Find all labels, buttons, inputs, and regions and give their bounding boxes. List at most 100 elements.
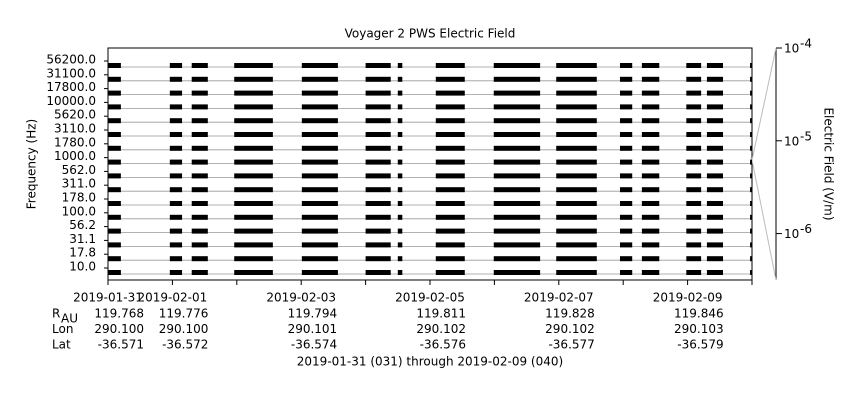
coverage-segment: [641, 132, 660, 137]
coverage-segment: [301, 256, 338, 262]
ephemeris-label: R: [52, 307, 60, 321]
coverage-segment: [619, 228, 633, 234]
coverage-segment: [706, 118, 724, 124]
coverage-segment: [706, 214, 724, 220]
coverage-segment: [750, 173, 752, 179]
coverage-segment: [301, 90, 338, 96]
coverage-segment: [169, 270, 183, 275]
y-axis-label: Frequency (Hz): [25, 119, 39, 210]
ephemeris-value: -36.577: [548, 338, 594, 352]
coverage-segment: [556, 63, 597, 68]
coverage-segment: [191, 201, 208, 206]
coverage-segment: [641, 159, 660, 165]
coverage-segment: [234, 214, 273, 220]
coverage-segment: [234, 159, 273, 165]
coverage-segment: [191, 132, 208, 137]
coverage-segment: [619, 214, 633, 220]
coverage-segment: [686, 228, 702, 234]
coverage-segment: [234, 132, 273, 137]
coverage-segment: [234, 228, 273, 234]
coverage-segment: [556, 159, 597, 165]
coverage-segment: [397, 104, 403, 110]
coverage-segment: [191, 187, 208, 193]
y-tick-label: 178.0: [62, 191, 96, 205]
coverage-segment: [641, 76, 660, 82]
coverage-segment: [435, 270, 465, 275]
coverage-segment: [706, 256, 724, 262]
coverage-segment: [301, 104, 338, 110]
coverage-segment: [169, 159, 183, 165]
coverage-segment: [365, 76, 391, 82]
coverage-segment: [169, 173, 183, 179]
coverage-segment: [435, 256, 465, 262]
coverage-segment: [556, 90, 597, 96]
coverage-segment: [435, 63, 465, 68]
coverage-segment: [556, 118, 597, 124]
ephemeris-label: Lon: [52, 322, 73, 336]
coverage-segment: [706, 228, 724, 234]
coverage-segment: [706, 159, 724, 165]
coverage-segment: [493, 242, 541, 248]
coverage-segment: [686, 173, 702, 179]
ephemeris-label-sub: AU: [61, 312, 78, 326]
coverage-segment: [108, 118, 121, 124]
coverage-segment: [108, 201, 121, 206]
coverage-segment: [397, 159, 403, 165]
coverage-segment: [556, 187, 597, 193]
coverage-segment: [191, 270, 208, 275]
y2-tick-label: 10: [784, 42, 799, 56]
coverage-segment: [234, 201, 273, 206]
coverage-segment: [108, 242, 121, 248]
coverage-segment: [619, 63, 633, 68]
coverage-segment: [397, 90, 403, 96]
coverage-segment: [686, 187, 702, 193]
coverage-segment: [686, 118, 702, 124]
ephemeris-value: -36.574: [291, 338, 337, 352]
coverage-segment: [108, 132, 121, 137]
coverage-segment: [493, 118, 541, 124]
coverage-segment: [750, 214, 752, 220]
coverage-segment: [706, 201, 724, 206]
coverage-segment: [706, 76, 724, 82]
coverage-segment: [397, 214, 403, 220]
coverage-segment: [365, 90, 391, 96]
coverage-segment: [435, 201, 465, 206]
coverage-segment: [706, 90, 724, 96]
coverage-segment: [619, 104, 633, 110]
coverage-segment: [169, 228, 183, 234]
coverage-segment: [556, 256, 597, 262]
coverage-segment: [493, 270, 541, 275]
x-tick-label: 2019-02-09: [653, 291, 723, 305]
coverage-segment: [493, 132, 541, 137]
y2-axis-label: Electric Field (V/m): [822, 107, 836, 220]
ephemeris-value: -36.579: [677, 338, 723, 352]
coverage-segment: [706, 104, 724, 110]
ephemeris-value: 119.768: [94, 307, 144, 321]
y-tick-label: 562.0: [62, 163, 96, 177]
coverage-segment: [365, 173, 391, 179]
y-tick-label: 3110.0: [54, 122, 96, 136]
coverage-segment: [750, 63, 752, 68]
coverage-segment: [301, 214, 338, 220]
coverage-segment: [301, 187, 338, 193]
coverage-segment: [301, 201, 338, 206]
coverage-segment: [686, 63, 702, 68]
coverage-segment: [169, 90, 183, 96]
coverage-segment: [556, 145, 597, 151]
coverage-segment: [556, 173, 597, 179]
coverage-segment: [641, 63, 660, 68]
y-tick-label: 31.1: [69, 232, 96, 246]
coverage-segment: [191, 63, 208, 68]
coverage-segment: [397, 173, 403, 179]
coverage-segment: [619, 159, 633, 165]
coverage-segment: [619, 173, 633, 179]
y-tick-label: 17.8: [69, 246, 96, 260]
coverage-segment: [365, 201, 391, 206]
coverage-segment: [556, 228, 597, 234]
coverage-segment: [435, 242, 465, 248]
coverage-segment: [191, 228, 208, 234]
coverage-segment: [191, 214, 208, 220]
coverage-segment: [641, 118, 660, 124]
x-tick-label: 2019-02-07: [524, 291, 594, 305]
